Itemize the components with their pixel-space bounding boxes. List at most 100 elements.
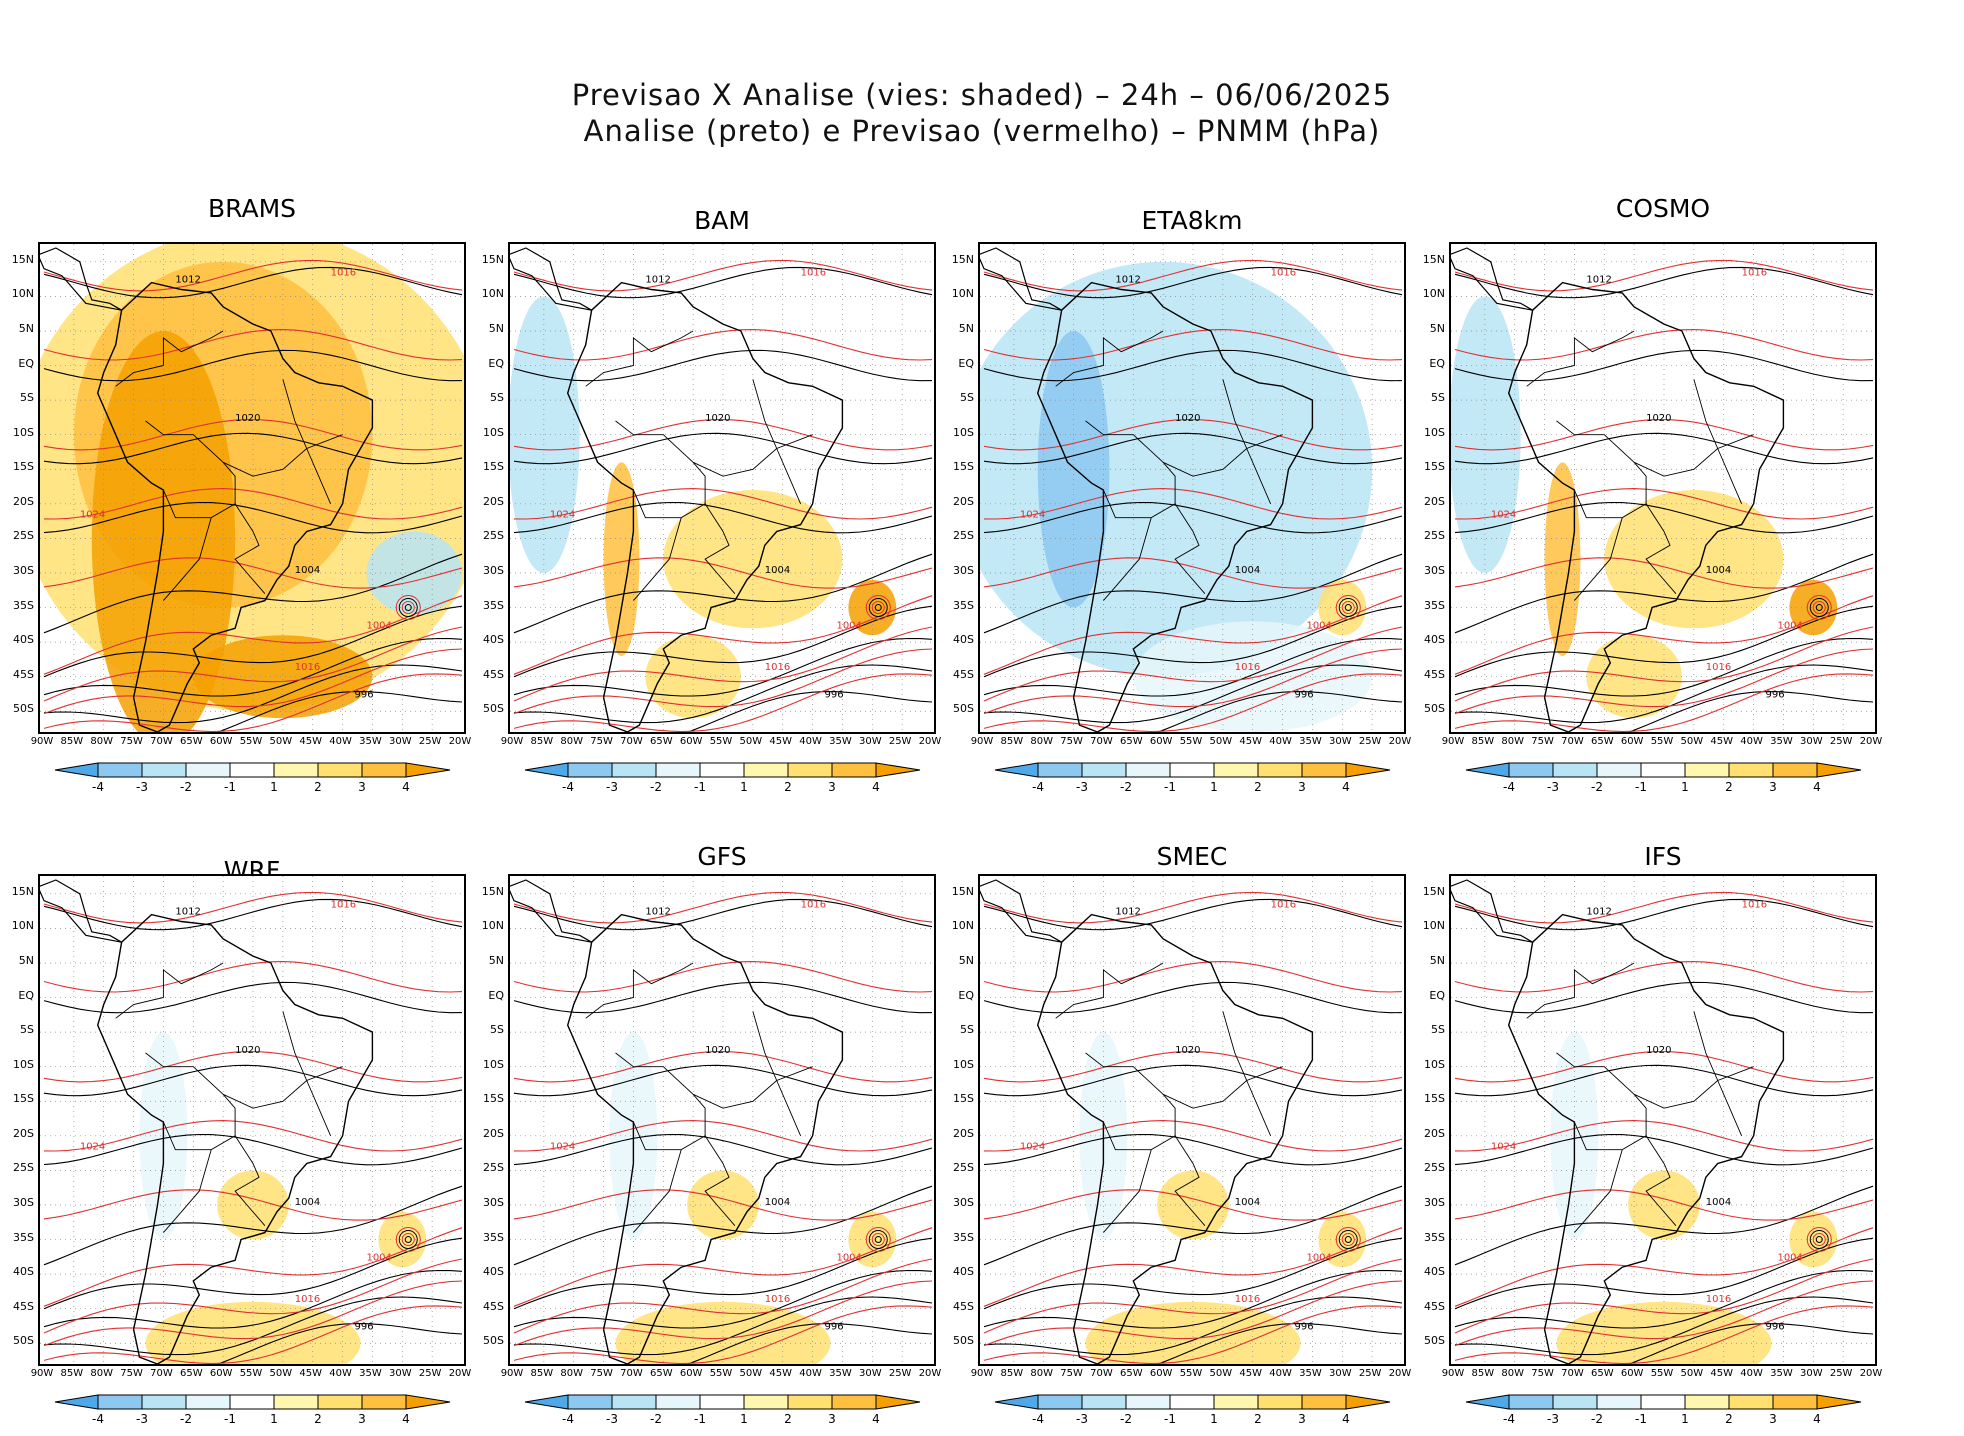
colorbar-label: 1 [1210,1412,1218,1426]
longitude-label: 25W [888,736,912,747]
longitude-label: 55W [709,1368,733,1379]
country-border [1162,1066,1283,1109]
forecast-isobar [1454,1280,1874,1347]
analysis-isobar-label: 1004 [765,565,790,576]
forecast-isobar-label: 1024 [80,1142,105,1153]
forecast-isobar-label: 1016 [765,1294,790,1305]
analysis-isobar [983,981,1403,1014]
latitude-label: 10N [951,287,974,301]
longitude-label: 20W [918,736,942,747]
colorbar-bin [1552,762,1598,778]
analysis-isobar [43,1296,463,1356]
forecast-isobar [43,1305,463,1364]
colorbar-bin [1816,1394,1862,1410]
cyclone-isobar [1806,1227,1832,1253]
longitude-label: 80W [1501,1368,1525,1379]
forecast-isobar [983,1189,1403,1221]
analysis-isobar [1454,266,1874,299]
analysis-isobar-label: 996 [825,1321,844,1332]
longitude-label: 35W [1299,736,1322,747]
colorbar-label: 1 [740,1412,748,1426]
analysis-isobar [43,349,463,382]
colorbar-bin [699,1394,745,1410]
country-border [115,962,224,1019]
longitude-label: 85W [60,1368,84,1379]
colorbar-label: -1 [1635,1412,1647,1426]
longitude-label: 50W [739,1368,763,1379]
longitude-label: 25W [1358,1368,1382,1379]
longitude-label: 65W [179,736,203,747]
forecast-isobar [43,1227,463,1307]
forecast-isobar [1454,648,1874,715]
latitude-label: 25S [13,1161,34,1175]
forecast-isobar [43,418,463,451]
analysis-isobar [1454,432,1874,465]
analysis-isobar [983,1133,1403,1166]
latitude-label: 30S [1424,1195,1445,1209]
latitude-label: 35S [953,1230,974,1244]
latitude-label: 10S [953,1057,974,1071]
colorbar-bin [229,762,275,778]
map-canvas: 1012 1016 1020 1024 1004 1004 996 1016 [510,244,934,732]
longitude-label: 30W [388,736,412,747]
analysis-isobar-label: 996 [1295,1321,1314,1332]
forecast-isobar-label: 1004 [1306,620,1331,631]
forecast-isobar [513,259,933,292]
forecast-isobar [983,418,1403,451]
latitude-label: 5S [20,1023,34,1037]
latitude-label: 50S [13,702,34,716]
central-america-coastline [510,879,592,943]
latitude-label: 45S [1424,1299,1445,1313]
latitude-label: 10N [1422,919,1445,933]
forecast-isobar [1454,595,1874,675]
cyclone-isobar [1809,598,1829,618]
latitude-label: 30S [483,1195,504,1209]
latitude-label: 25S [483,529,504,543]
longitude-label: 80W [560,736,584,747]
colorbar-label: 3 [1769,1412,1777,1426]
analysis-isobar-label: 1020 [1646,413,1671,424]
forecast-isobar [1454,557,1874,589]
forecast-isobar [513,961,933,993]
latitude-label: 40S [1424,633,1445,647]
latitude-label: 20S [483,494,504,508]
forecast-isobar [513,1258,933,1334]
colorbar-label: -2 [650,780,662,794]
analysis-isobar [43,501,463,534]
analysis-isobar [43,1185,463,1266]
longitude-label: 20W [1388,736,1412,747]
analysis-isobar [513,1185,933,1266]
colorbar-bin [655,1394,701,1410]
analysis-isobar [1156,691,1403,732]
longitude-label: 20W [1388,1368,1412,1379]
latitude-label: 30S [13,1195,34,1209]
colorbar-bin [1640,1394,1686,1410]
colorbar-bin [875,762,921,778]
latitude-label: 5N [18,321,34,335]
colorbar-label: 3 [1298,1412,1306,1426]
analysis-isobar [1627,691,1874,732]
longitude-label: 70W [1090,736,1113,747]
country-border [1526,330,1635,387]
latitude-label: 15S [953,460,974,474]
colorbar-label: 4 [402,780,410,794]
latitude-label: 40S [953,633,974,647]
analysis-isobar [216,1323,463,1364]
latitude-label: EQ [18,988,34,1002]
cyclone-isobar [395,1227,421,1253]
latitude-label: 15N [951,884,974,898]
latitude-label: 15S [1424,460,1445,474]
longitude-label: 60W [1620,1368,1644,1379]
longitude-label: 45W [1239,1368,1263,1379]
latitude-label: 5S [960,1023,974,1037]
colorbar-bin [1508,762,1554,778]
colorbar-bin [655,762,701,778]
forecast-isobar-label: 1016 [1742,900,1767,911]
longitude-label: 85W [1471,1368,1495,1379]
cyclone-isobar [404,604,412,612]
latitude-label: 20S [1424,1126,1445,1140]
colorbar-bin [54,1394,99,1410]
latitude-label: 15N [481,884,504,898]
figure-title-line-2: Analise (preto) e Previsao (vermelho) – … [583,114,1381,148]
colorbar-label: 1 [1210,780,1218,794]
